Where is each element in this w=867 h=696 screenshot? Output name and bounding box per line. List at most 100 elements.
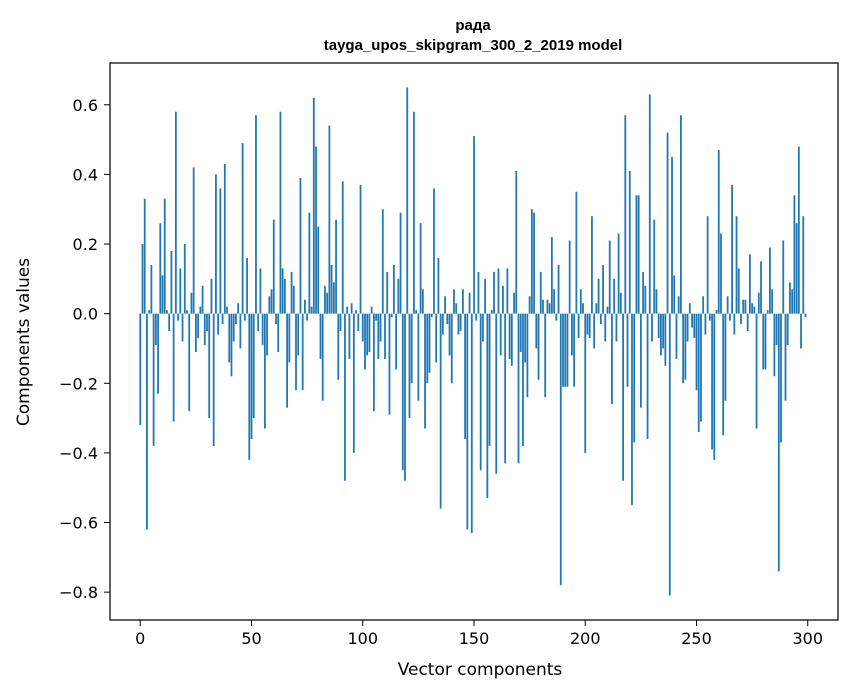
bar <box>272 219 275 314</box>
bar <box>488 313 491 446</box>
bar <box>584 313 587 453</box>
bar <box>208 313 211 419</box>
bar <box>406 87 409 314</box>
y-tick-label: 0.6 <box>73 96 98 115</box>
bar <box>223 163 226 314</box>
bar <box>506 268 509 314</box>
bar <box>519 313 522 352</box>
bar <box>573 313 576 387</box>
bar <box>428 313 431 373</box>
bar <box>502 285 504 314</box>
bar <box>415 310 418 314</box>
bar <box>766 310 769 314</box>
bar <box>786 313 789 345</box>
bar <box>437 257 440 314</box>
bar <box>344 313 346 481</box>
bar <box>530 209 533 314</box>
bar <box>288 313 291 363</box>
bar <box>564 313 567 387</box>
bar <box>315 146 317 314</box>
bar <box>424 313 426 429</box>
y-axis-ticks: −0.8 −0.6 −0.4 −0.2 0.0 0.2 0.4 0.6 <box>59 96 110 602</box>
bar <box>504 313 507 464</box>
bar <box>568 240 571 314</box>
bar <box>181 313 184 342</box>
bar <box>555 313 558 321</box>
bar <box>426 313 429 384</box>
bar <box>306 313 309 321</box>
bar <box>657 313 660 339</box>
bar <box>146 313 148 530</box>
bar <box>232 313 235 342</box>
bar <box>682 313 685 384</box>
bar <box>226 306 228 314</box>
x-tick-label: 0 <box>135 629 145 648</box>
bar <box>301 313 304 391</box>
bar <box>648 94 651 314</box>
bar <box>706 216 709 314</box>
x-axis-ticks: 0 50 100 150 200 250 300 <box>135 620 823 648</box>
bar <box>753 306 756 314</box>
bar <box>515 170 518 314</box>
bar <box>595 303 598 314</box>
x-tick-label: 300 <box>792 629 823 648</box>
bar <box>346 306 349 314</box>
bar <box>475 313 478 321</box>
bar <box>742 299 745 314</box>
y-tick-label: −0.2 <box>59 374 98 393</box>
bar <box>393 264 395 314</box>
bar <box>720 233 722 314</box>
bar <box>562 313 564 387</box>
bar <box>559 313 562 586</box>
bar <box>522 313 524 446</box>
bar <box>755 313 758 429</box>
bar <box>773 313 776 377</box>
bar <box>546 299 549 314</box>
bar <box>148 310 151 314</box>
bar <box>453 289 455 314</box>
bar <box>381 209 384 314</box>
bar <box>157 313 159 394</box>
bar <box>671 156 673 314</box>
bar <box>308 212 311 314</box>
x-tick-label: 200 <box>570 629 601 648</box>
bar <box>139 313 142 426</box>
bar <box>510 313 513 366</box>
bar <box>622 313 624 481</box>
bar <box>477 271 480 314</box>
bar <box>250 313 253 439</box>
bar <box>335 219 337 314</box>
bar <box>370 306 373 314</box>
bar <box>317 226 320 314</box>
bars-group <box>139 87 807 596</box>
bar <box>364 313 366 370</box>
bar <box>633 313 636 443</box>
bar <box>270 289 273 314</box>
bar <box>611 313 613 405</box>
bar <box>697 313 700 433</box>
bar <box>800 313 802 349</box>
bar <box>550 237 553 314</box>
bar <box>726 296 729 314</box>
bar <box>277 313 280 352</box>
bar <box>248 313 251 460</box>
bar <box>372 313 375 412</box>
bar <box>731 184 733 314</box>
y-tick-label: −0.4 <box>59 444 98 463</box>
bar <box>404 313 406 481</box>
bar <box>379 313 382 342</box>
bar <box>780 313 782 443</box>
bar <box>168 313 171 332</box>
bar <box>789 282 791 314</box>
bar <box>152 313 155 446</box>
bar <box>757 292 760 314</box>
bar <box>775 313 778 345</box>
bar <box>660 313 662 356</box>
y-tick-label: 0.4 <box>73 165 98 184</box>
bar <box>715 310 718 314</box>
bar <box>154 313 157 345</box>
bar <box>219 188 222 314</box>
bar <box>172 313 175 422</box>
bar <box>203 313 206 345</box>
x-tick-label: 250 <box>681 629 712 648</box>
